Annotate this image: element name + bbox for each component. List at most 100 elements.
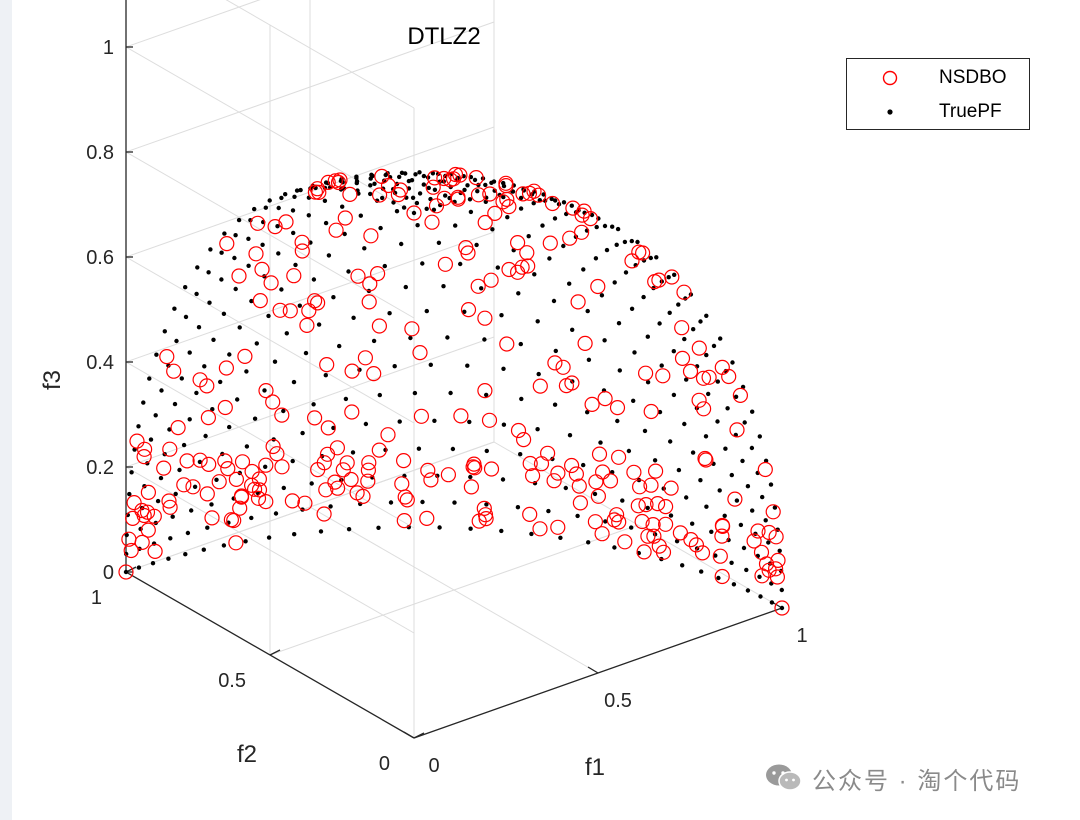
- nsdbo-point: [201, 456, 217, 472]
- truepf-point: [593, 256, 599, 261]
- nsdbo-point: [217, 399, 233, 416]
- truepf-point: [704, 313, 709, 318]
- truepf-point: [283, 192, 288, 197]
- truepf-point: [437, 525, 442, 530]
- truepf-point: [311, 277, 317, 282]
- truepf-point: [729, 560, 734, 565]
- truepf-point: [227, 352, 232, 357]
- truepf-point: [323, 180, 329, 185]
- nsdbo-point: [476, 500, 492, 516]
- nsdbo-point: [672, 525, 689, 541]
- nsdbo-point: [297, 495, 313, 511]
- nsdbo-point: [339, 455, 355, 471]
- nsdbo-point: [265, 438, 281, 455]
- truepf-point: [586, 540, 591, 545]
- nsdbo-point: [344, 363, 360, 379]
- nsdbo-point: [361, 294, 377, 310]
- truepf-point: [467, 197, 473, 202]
- truepf-point: [668, 439, 673, 444]
- truepf-point: [581, 267, 586, 272]
- truepf-point: [368, 191, 373, 197]
- nsdbo-point: [372, 187, 388, 203]
- nsdbo-point: [319, 357, 335, 373]
- nsdbo-point: [611, 514, 627, 530]
- nsdbo-point: [436, 170, 452, 187]
- truepf-point: [468, 526, 473, 531]
- nsdbo-point: [327, 173, 343, 189]
- nsdbo-point: [232, 500, 248, 516]
- truepf-point: [744, 567, 749, 573]
- nsdbo-point: [695, 370, 712, 386]
- legend-marker-circle-icon: [882, 70, 898, 86]
- nsdbo-point: [217, 453, 233, 469]
- truepf-point: [413, 172, 418, 177]
- nsdbo-point: [544, 195, 561, 212]
- truepf-point: [706, 391, 711, 397]
- truepf-point: [294, 188, 300, 193]
- nsdbo-point: [412, 345, 428, 361]
- truepf-point: [155, 498, 161, 504]
- nsdbo-point: [263, 275, 279, 291]
- truepf-point: [659, 363, 664, 368]
- nsdbo-point: [470, 278, 486, 294]
- watermark-text: 公众号 · 淘个代码: [812, 767, 1022, 795]
- nsdbo-point: [465, 459, 481, 475]
- nsdbo-point: [392, 182, 409, 198]
- legend-label: NSDBO: [939, 67, 1007, 88]
- truepf-point: [421, 173, 427, 179]
- truepf-point: [552, 216, 558, 221]
- nsdbo-point: [162, 499, 178, 515]
- truepf-point: [586, 357, 592, 362]
- nsdbo-point: [555, 359, 571, 375]
- truepf-point: [769, 600, 775, 605]
- grid-line: [125, 441, 495, 573]
- nsdbo-point: [118, 564, 134, 580]
- truepf-point: [311, 402, 316, 407]
- truepf-point: [316, 322, 322, 327]
- truepf-point: [411, 210, 417, 216]
- y-tick-label: 0: [379, 753, 390, 775]
- truepf-point: [246, 236, 251, 241]
- truepf-point: [680, 563, 685, 568]
- truepf-point: [711, 343, 717, 349]
- truepf-point: [629, 238, 634, 244]
- y-tick: [413, 732, 425, 739]
- truepf-point: [263, 205, 268, 210]
- truepf-point: [399, 241, 404, 247]
- nsdbo-point: [330, 174, 347, 191]
- truepf-point: [275, 224, 280, 229]
- truepf-point: [284, 331, 289, 336]
- nsdbo-point: [413, 408, 429, 424]
- nsdbo-point: [750, 523, 766, 539]
- nsdbo-point: [674, 350, 691, 366]
- truepf-point: [281, 408, 286, 414]
- nsdbo-point: [396, 512, 412, 529]
- truepf-point: [150, 561, 156, 566]
- truepf-point: [343, 396, 349, 402]
- truepf-point: [445, 335, 450, 340]
- truepf-point: [441, 284, 446, 289]
- nsdbo-point: [519, 245, 535, 261]
- truepf-point: [267, 198, 272, 203]
- truepf-point: [672, 272, 677, 277]
- truepf-point: [671, 392, 677, 398]
- nsdbo-point: [501, 261, 517, 278]
- truepf-point: [495, 265, 500, 270]
- nsdbo-point: [647, 463, 664, 479]
- truepf-point: [629, 306, 635, 311]
- nsdbo-point: [562, 230, 578, 246]
- nsdbo-point: [477, 310, 493, 326]
- grid-line: [493, 441, 783, 609]
- truepf-point: [715, 419, 720, 424]
- truepf-point: [195, 265, 200, 270]
- truepf-point: [408, 335, 413, 341]
- nsdbo-point: [319, 446, 336, 462]
- truepf-point: [777, 548, 782, 553]
- truepf-point: [410, 195, 416, 200]
- chart-title: DTLZ2: [407, 23, 480, 50]
- truepf-point: [531, 201, 536, 206]
- truepf-point: [210, 407, 215, 412]
- nsdbo-point: [136, 449, 152, 465]
- nsdbo-point: [329, 440, 345, 456]
- nsdbo-point: [265, 394, 281, 410]
